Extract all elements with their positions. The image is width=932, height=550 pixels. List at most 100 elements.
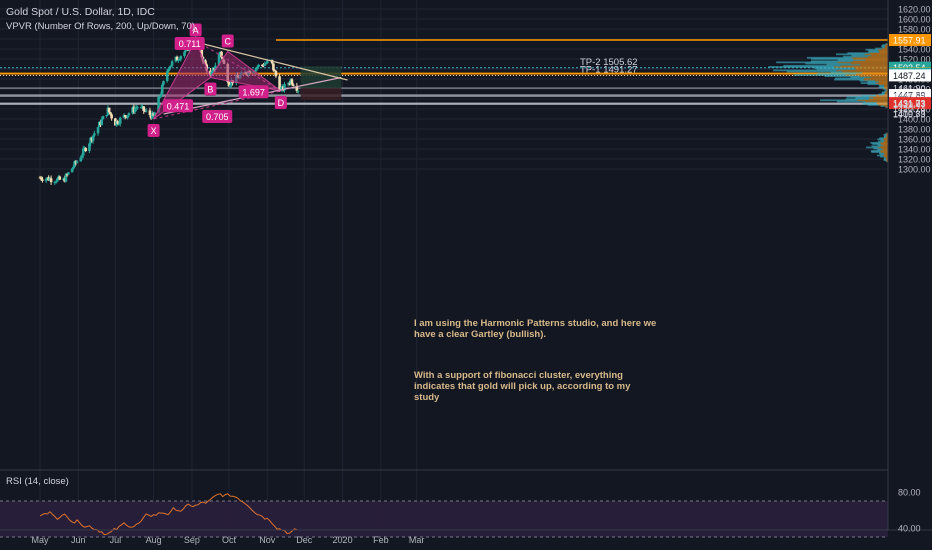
target-label: TP-1 1491.27 (580, 64, 638, 75)
time-tick-label: Aug (146, 535, 162, 545)
volume-bar-down (886, 133, 888, 136)
candle-body (257, 64, 260, 67)
pattern-ratio-line (195, 40, 282, 92)
candle-body (96, 126, 100, 134)
volume-bar-down (882, 47, 888, 50)
volume-bar-up (884, 135, 887, 137)
price-tag-bg (889, 97, 931, 110)
volume-bar-up (878, 86, 884, 89)
volume-bar-down (883, 152, 888, 155)
volume-bar-up (871, 151, 881, 153)
volume-bar-down (885, 91, 888, 94)
volume-bar-up (870, 150, 881, 152)
candle-body (162, 81, 165, 85)
volume-bar-up (880, 139, 885, 142)
volume-bar-down (886, 158, 888, 160)
pattern-point-badge (147, 124, 160, 137)
candle-body (160, 84, 164, 94)
volume-bar-up (850, 76, 872, 79)
volume-bar-down (885, 44, 888, 46)
time-tick-label: Sep (184, 535, 200, 545)
candle-body (159, 93, 163, 97)
candle-body (214, 65, 217, 70)
candle-body (75, 161, 79, 163)
volume-bar-down (837, 61, 888, 64)
volume-bar-down (884, 105, 888, 107)
volume-bar-up (868, 49, 880, 52)
candle-body (256, 66, 259, 68)
candle-body (72, 166, 75, 169)
volume-bar-down (860, 63, 888, 66)
volume-bar-up (776, 61, 838, 64)
volume-bar-up (884, 156, 887, 159)
volume-bar-down (862, 71, 888, 74)
volume-bar-down (884, 85, 888, 88)
volume-bar-down (875, 82, 888, 84)
volume-bar-up (861, 94, 876, 97)
volume-bar-up (877, 140, 884, 143)
candle-body (168, 67, 171, 70)
volume-bar-down (853, 60, 888, 63)
candle-body (153, 112, 157, 116)
volume-bar-up (879, 152, 884, 155)
harmonic-pattern: X A B C D 0.471 0.711 1.697 0.705 TP-2 1505.62TP-… (147, 23, 638, 137)
volume-bar-down (850, 62, 888, 65)
candle-body (73, 161, 76, 167)
candle-body (79, 157, 83, 162)
candle-body (107, 107, 111, 113)
volume-bar-down (885, 92, 888, 95)
volume-bar-down (886, 135, 888, 137)
time-tick-label: Jul (110, 535, 122, 545)
price-tick-label: 1540.00 (898, 45, 931, 55)
annotation-paragraph-1: I am using the Harmonic Patterns studio,… (414, 318, 656, 340)
candle-body (220, 51, 223, 58)
volume-bar-down (881, 147, 888, 150)
price-tick-label: 1620.00 (898, 5, 931, 15)
volume-bar-down (871, 76, 888, 79)
volume-bar-up (883, 133, 887, 136)
time-tick-label: Mar (409, 535, 425, 545)
volume-bar-up (846, 95, 870, 98)
price-tick-label: 1320.00 (898, 155, 931, 165)
price-tag-label: 1487.24 (893, 71, 926, 81)
volume-bar-down (851, 56, 888, 59)
volume-bar-up (870, 141, 881, 144)
volume-profile (768, 43, 888, 163)
candle-body (64, 174, 68, 182)
price-tag-label: 1420.74 (893, 104, 926, 114)
candle-body (117, 123, 121, 125)
symbol-title: Gold Spot / U.S. Dollar, 1D, IDC (6, 6, 155, 18)
volume-bar-down (884, 155, 888, 158)
volume-bar-down (863, 78, 888, 81)
volume-bar-up (834, 77, 865, 80)
price-tag-label: 1461.90 (893, 84, 926, 94)
volume-bar-up (855, 97, 874, 99)
candle-body (175, 56, 179, 61)
volume-bar-down (878, 83, 888, 86)
volume-bar-up (867, 81, 879, 83)
volume-bar-down (868, 98, 888, 101)
price-tag-label: 1409.79 (893, 110, 926, 120)
volume-bar-up (885, 106, 887, 109)
volume-bar-up (806, 56, 852, 59)
volume-bar-up (816, 72, 856, 75)
volume-bar-up (768, 66, 835, 68)
volume-bar-down (869, 95, 888, 98)
rsi-title: RSI (14, close) (6, 476, 69, 487)
volume-bar-down (875, 94, 888, 97)
volume-bar-up (811, 58, 854, 60)
target-label: TP-2 1505.62 (580, 57, 638, 68)
volume-bar-down (878, 81, 888, 83)
candle-body (274, 70, 278, 77)
pattern-point-label: B (207, 85, 213, 95)
price-tag-label: 1431.73 (893, 99, 926, 109)
volume-bar-down (883, 148, 888, 151)
volume-bar-down (864, 53, 888, 56)
volume-bar-up (842, 55, 868, 58)
volume-bar-up (885, 160, 887, 163)
candle-body (142, 106, 146, 111)
candle-body (228, 85, 232, 87)
volume-bar-up (845, 98, 869, 101)
volume-bar-down (875, 79, 888, 82)
time-tick-label: Nov (259, 535, 276, 545)
